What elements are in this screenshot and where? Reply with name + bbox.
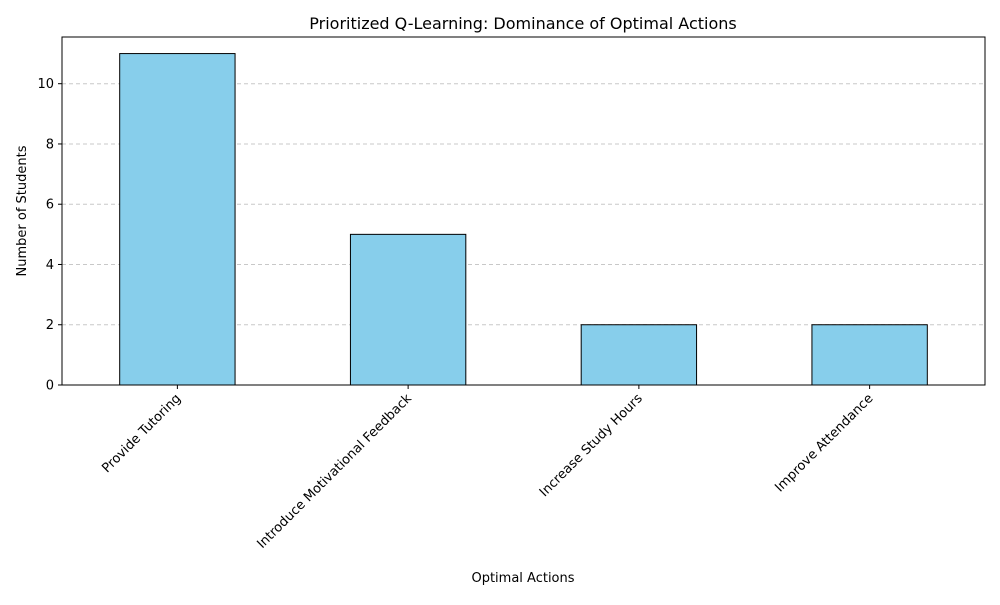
- y-tick-label: 8: [46, 137, 54, 152]
- bar: [349, 233, 467, 386]
- bar: [580, 324, 698, 386]
- y-tick-label: 2: [46, 318, 54, 333]
- y-tick-label: 10: [37, 77, 54, 92]
- plot-frame: [61, 36, 986, 386]
- y-tick-label: 4: [46, 258, 54, 273]
- x-axis-label: Optimal Actions: [471, 571, 574, 586]
- x-tick-label: Increase Study Hours: [537, 391, 646, 500]
- y-tick-label: 6: [46, 198, 54, 213]
- y-tick-label: 0: [46, 379, 54, 394]
- bar: [119, 53, 236, 386]
- y-axis-ticks: 0 2 4 6 8 10: [37, 77, 62, 394]
- x-tick-label: Provide Tutoring: [99, 391, 184, 476]
- chart-title: Prioritized Q-Learning: Dominance of Opt…: [309, 14, 736, 33]
- bars: [119, 53, 928, 386]
- x-axis-ticks: Provide Tutoring Introduce Motivational F…: [99, 385, 876, 552]
- bar: [811, 324, 928, 386]
- x-tick-label: Introduce Motivational Feedback: [254, 391, 415, 552]
- x-tick-label: Improve Attendance: [772, 391, 876, 495]
- y-axis-label: Number of Students: [15, 145, 30, 276]
